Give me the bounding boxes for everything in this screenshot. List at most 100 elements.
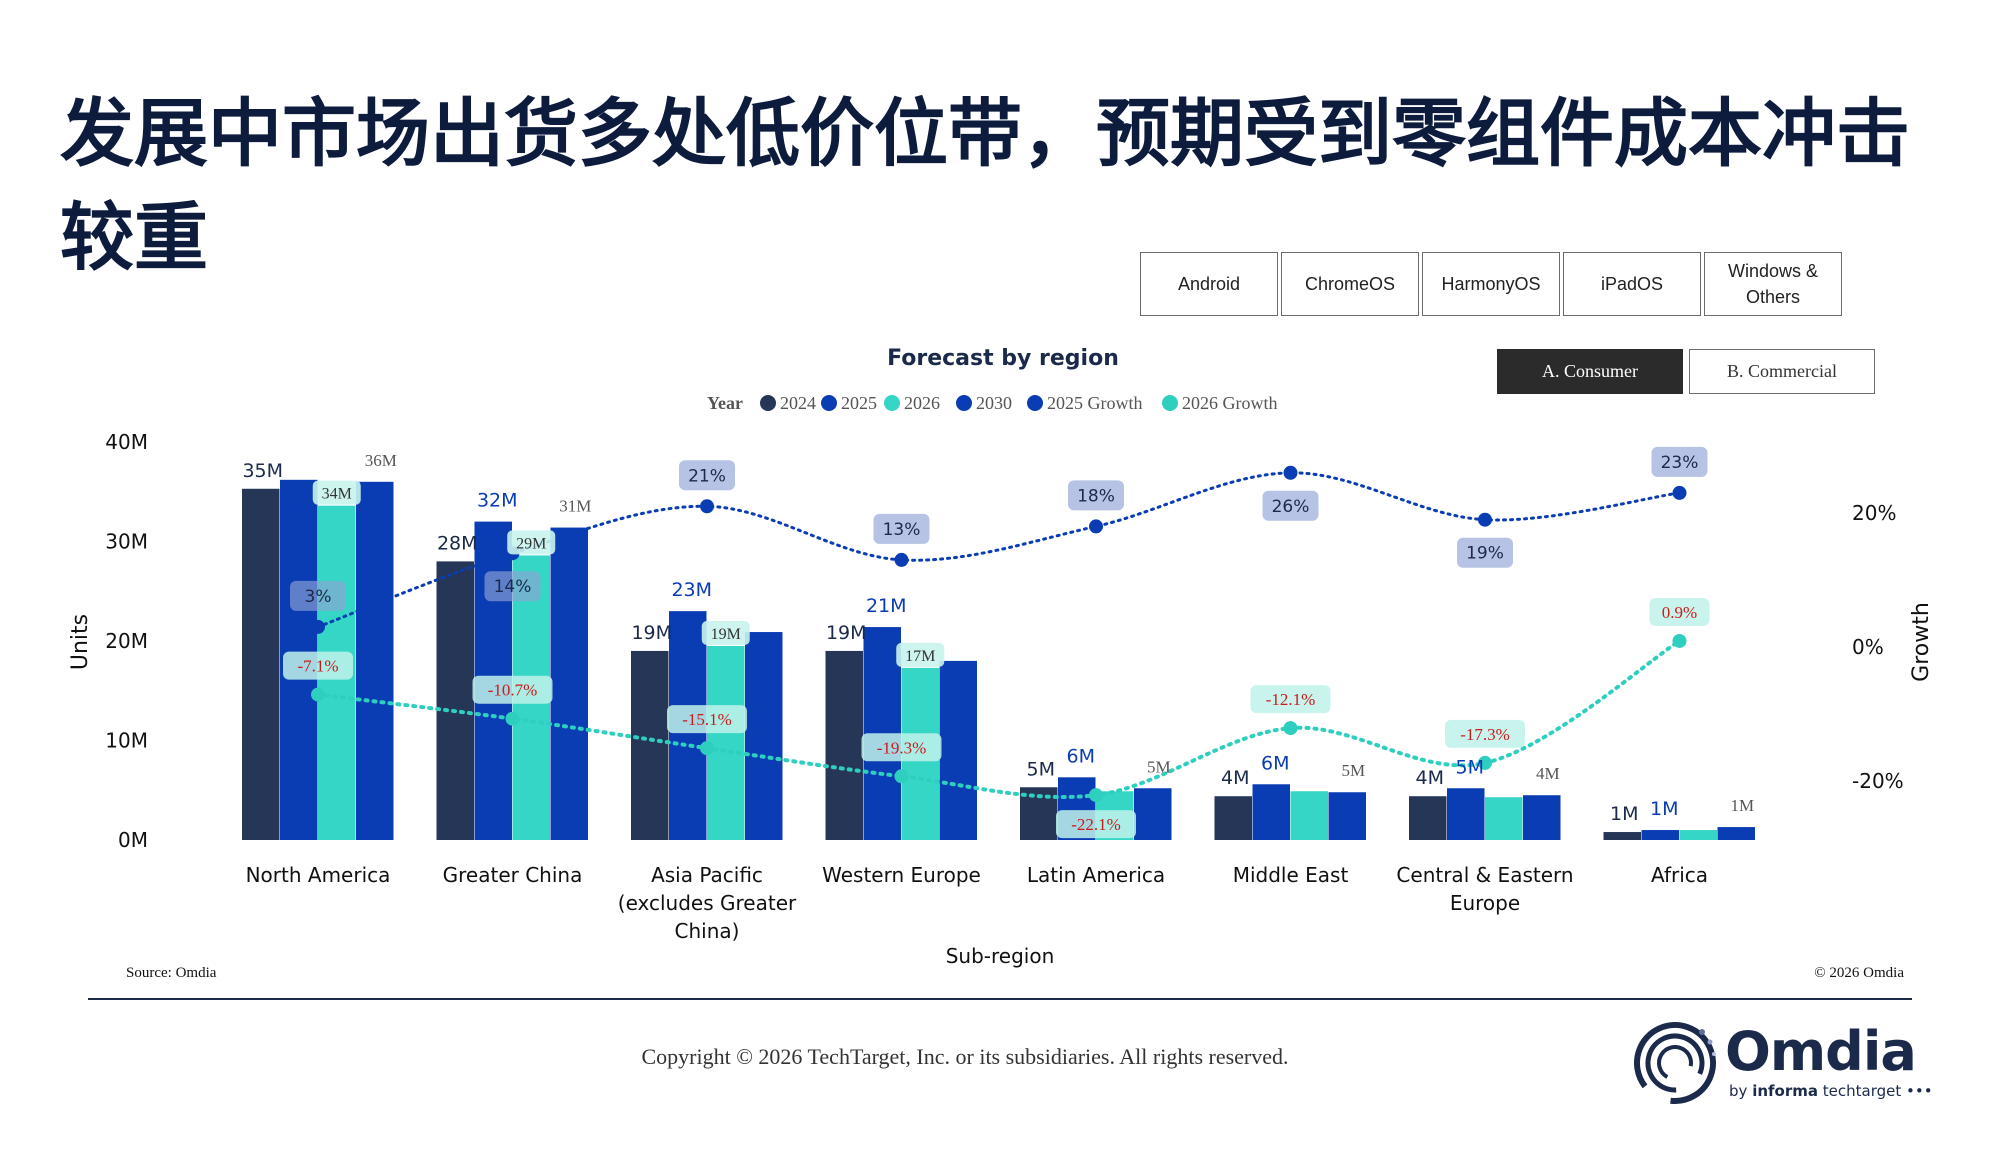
- chart-title: Forecast by region: [887, 346, 1119, 371]
- legend-label-2: 2026: [904, 393, 940, 413]
- growth-2026-label-bg-4: [1056, 810, 1136, 839]
- bar-2030-4: [1134, 788, 1172, 840]
- bar-label-2025-7: 1M: [1650, 798, 1678, 820]
- growth-2025-point-0: [311, 619, 325, 634]
- bar-label-2024-3: 19M: [826, 622, 867, 644]
- growth-2025-label-bg-1: [484, 571, 541, 602]
- bar-2026-6: [1485, 797, 1523, 840]
- bar-label-2025-5: 6M: [1261, 752, 1289, 774]
- legend-marker-3: [956, 395, 972, 411]
- legend-label-4: 2025 Growth: [1047, 393, 1143, 413]
- bar-label-2026-3: 17M: [905, 648, 935, 665]
- growth-2025-point-6: [1478, 512, 1492, 527]
- growth-2026-label-1: -10.7%: [488, 681, 538, 700]
- growth-2026-point-7: [1672, 633, 1687, 648]
- growth-2026-label-3: -19.3%: [877, 738, 927, 757]
- growth-2026-label-2: -15.1%: [682, 710, 732, 729]
- growth-2025-point-3: [894, 552, 909, 567]
- bar-2030-6: [1523, 795, 1561, 840]
- bar-2026-2: [707, 645, 745, 840]
- omdia-logo-icon: [1634, 1022, 1716, 1104]
- bar-2024-6: [1409, 796, 1447, 840]
- omdia-logo: Omdia by informa techtarget •••: [1630, 1018, 1933, 1108]
- growth-2025-point-2: [700, 499, 714, 514]
- y-tick-label: 20M: [105, 629, 148, 653]
- bar-2030-3: [939, 660, 977, 840]
- growth-2026-line: [316, 638, 1682, 799]
- filter-chromeos-button[interactable]: ChromeOS: [1281, 252, 1419, 316]
- bar-label-2030-4: 5M: [1147, 757, 1171, 776]
- bar-2025-5: [1252, 784, 1290, 840]
- filter-ipados-button[interactable]: iPadOS: [1563, 252, 1701, 316]
- growth-2026-point-4: [1089, 788, 1103, 803]
- bar-label-2026-bg-0: [312, 480, 361, 505]
- y-tick-label: 0M: [118, 828, 148, 852]
- x-tick-label-7: Africa: [1651, 863, 1708, 887]
- bar-label-2030-0: 36M: [365, 451, 397, 470]
- bar-label-2025-4: 6M: [1067, 745, 1095, 767]
- legend-title: Year: [707, 393, 743, 413]
- growth-2025-label-2: 21%: [688, 466, 726, 486]
- x-tick-label-6: Central & Eastern: [1396, 863, 1573, 887]
- footer-divider: [88, 998, 1912, 1000]
- growth-2026-label-bg-5: [1250, 685, 1331, 714]
- growth-2026-label-bg-0: [283, 651, 353, 680]
- legend-marker-1: [821, 395, 837, 411]
- growth-2026-label-5: -12.1%: [1266, 690, 1316, 709]
- chart-copyright: © 2026 Omdia: [1814, 965, 1904, 981]
- growth-2025-label-bg-4: [1068, 480, 1124, 511]
- bar-label-2030-6: 4M: [1536, 764, 1560, 783]
- bar-label-2026-1: 29M: [516, 535, 546, 552]
- bar-2024-1: [436, 561, 474, 840]
- growth-2026-label-6: -17.3%: [1460, 725, 1510, 744]
- bar-label-2024-4: 5M: [1027, 758, 1055, 780]
- x-tick-label-0: North America: [246, 863, 391, 887]
- y-tick-label: 40M: [105, 430, 148, 454]
- bar-2030-1: [550, 527, 588, 840]
- bar-label-2024-1: 28M: [437, 532, 478, 554]
- growth-2025-label-6: 19%: [1466, 544, 1504, 564]
- growth-2026-label-4: -22.1%: [1071, 815, 1121, 834]
- x-tick-label-4: Latin America: [1027, 863, 1165, 887]
- bar-label-2026-0: 34M: [322, 486, 352, 503]
- filter-windows-others-button[interactable]: Windows & Others: [1704, 252, 1842, 316]
- bar-2024-0: [242, 488, 280, 840]
- bar-label-2025-1: 32M: [477, 490, 518, 512]
- growth-2026-label-bg-7: [1649, 597, 1710, 626]
- bar-2024-3: [825, 650, 863, 840]
- growth-2025-label-bg-2: [679, 460, 735, 491]
- growth-2026-point-2: [700, 741, 714, 756]
- bar-label-2026-2: 19M: [711, 626, 741, 643]
- footer-copyright: Copyright © 2026 TechTarget, Inc. or its…: [641, 1044, 1289, 1069]
- growth-2026-label-bg-6: [1445, 719, 1525, 748]
- bar-label-2025-6: 5M: [1456, 756, 1484, 778]
- growth-2026-point-5: [1283, 721, 1298, 736]
- bar-label-2026-bg-1: [507, 530, 556, 555]
- segment-consumer-button[interactable]: A. Consumer: [1497, 349, 1683, 394]
- y2-tick-label: 0%: [1852, 635, 1884, 659]
- legend-marker-0: [760, 395, 776, 411]
- legend-label-3: 2030: [976, 393, 1012, 413]
- growth-2026-label-bg-2: [667, 705, 747, 734]
- legend-marker-4: [1027, 395, 1043, 411]
- x-tick-label-3: Western Europe: [822, 863, 981, 887]
- filter-harmonyos-button[interactable]: HarmonyOS: [1422, 252, 1560, 316]
- x-tick-label-1: Greater China: [443, 863, 583, 887]
- bar-2024-2: [631, 650, 669, 840]
- legend-label-5: 2026 Growth: [1182, 393, 1278, 413]
- x-tick-label-2: (excludes Greater: [618, 891, 797, 915]
- bar-2030-5: [1328, 792, 1366, 840]
- bar-label-2025-2: 23M: [671, 579, 712, 601]
- bar-2030-2: [745, 632, 783, 840]
- growth-2026-label-bg-1: [472, 675, 553, 704]
- y2-tick-label: 20%: [1852, 501, 1896, 525]
- filter-android-button[interactable]: Android: [1140, 252, 1278, 316]
- growth-2025-point-5: [1283, 465, 1298, 480]
- segment-commercial-button[interactable]: B. Commercial: [1689, 349, 1875, 394]
- growth-2025-label-bg-5: [1262, 490, 1319, 521]
- growth-2026-label-bg-3: [861, 733, 942, 762]
- bar-2026-7: [1679, 830, 1717, 840]
- x-tick-label-6: Europe: [1450, 891, 1520, 915]
- bar-label-2024-5: 4M: [1221, 767, 1249, 789]
- growth-2025-label-3: 13%: [883, 520, 921, 540]
